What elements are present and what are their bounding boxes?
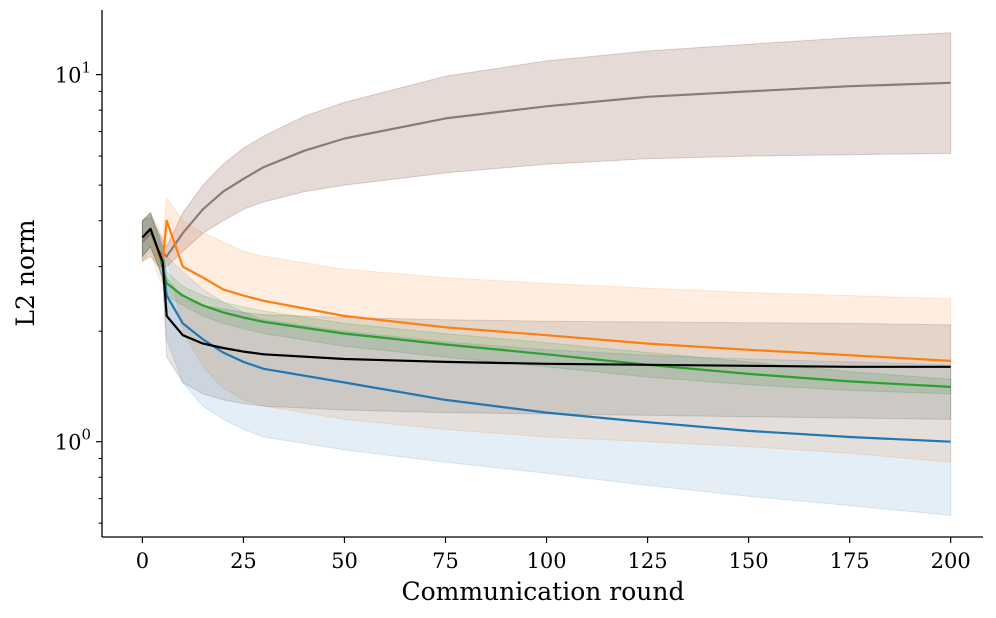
x-tick-label: 25	[230, 549, 257, 573]
y-tick-label: 100	[55, 426, 91, 455]
series-lines	[141, 81, 951, 443]
x-axis-label: Communication round	[401, 577, 684, 606]
x-tick-label: 0	[136, 549, 149, 573]
x-tick-label: 175	[830, 549, 870, 573]
x-tick-label: 125	[628, 549, 668, 573]
x-tick-label: 100	[526, 549, 566, 573]
y-axis-label: L2 norm	[11, 219, 40, 327]
confidence-bands	[141, 32, 952, 516]
y-tick-label: 101	[55, 59, 91, 88]
band-green	[141, 211, 952, 395]
x-tick-label: 50	[331, 549, 358, 573]
band-orange	[141, 197, 952, 463]
x-axis-ticks: 0 25 50 75 100 125 150 175 200	[136, 537, 971, 573]
y-axis-ticks: 100 101	[55, 59, 102, 524]
x-tick-label: 200	[931, 549, 971, 573]
series-line-black	[141, 227, 951, 368]
x-tick-label: 75	[432, 549, 459, 573]
x-tick-label: 150	[729, 549, 769, 573]
band-brown	[141, 32, 952, 268]
